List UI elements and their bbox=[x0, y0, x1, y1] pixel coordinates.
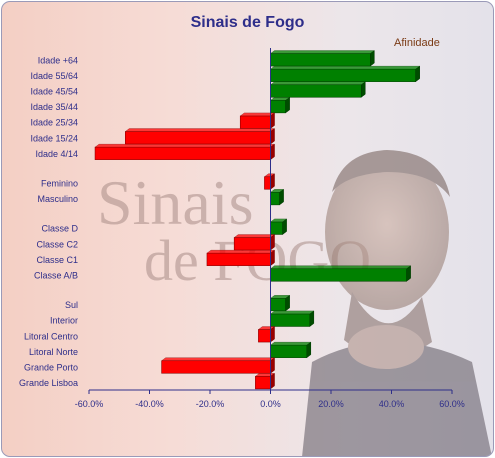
bar-top-idade-15-24 bbox=[124, 128, 276, 132]
bar-classe-d bbox=[270, 221, 283, 235]
bar-side-litoral-norte bbox=[306, 341, 312, 359]
bar-side-idade-35-44 bbox=[285, 96, 290, 114]
category-label-idade-4-14: Idade 4/14 bbox=[35, 149, 78, 159]
bar-top-classe-a-b bbox=[269, 265, 412, 269]
bar-side-idade-55-64 bbox=[415, 65, 420, 83]
category-label-idade-64: Idade +64 bbox=[38, 55, 78, 65]
bar-side-interior bbox=[309, 310, 315, 327]
bar-litoral-centro bbox=[258, 329, 271, 343]
bar-side-idade-25-34 bbox=[270, 112, 275, 129]
category-label-litoral-norte: Litoral Norte bbox=[29, 347, 78, 357]
bar-masculino bbox=[270, 192, 280, 206]
bar-top-interior bbox=[269, 310, 315, 315]
category-label-idade-35-44: Idade 35/44 bbox=[30, 102, 78, 112]
x-tick-label: 60.0% bbox=[439, 399, 465, 409]
x-tick-label: 0.0% bbox=[260, 399, 281, 409]
background-man-silhouette bbox=[302, 150, 492, 456]
bar-litoral-norte bbox=[270, 344, 308, 358]
bar-top-idade-55-64 bbox=[269, 65, 421, 70]
bar-side-classe-d bbox=[282, 218, 287, 235]
category-label-litoral-centro: Litoral Centro bbox=[24, 331, 78, 341]
chart-title: Sinais de Fogo bbox=[190, 14, 305, 31]
bar-side-litoral-centro bbox=[270, 326, 275, 343]
bar-side-classe-c2 bbox=[270, 234, 275, 251]
bar-side-classe-c1 bbox=[270, 249, 275, 267]
category-label-classe-c1: Classe C1 bbox=[36, 255, 78, 265]
x-tick-label: -40.0% bbox=[135, 399, 164, 409]
bar-top-litoral-norte bbox=[269, 341, 312, 346]
bar-idade-55-64 bbox=[270, 68, 416, 82]
bar-top-idade-25-34 bbox=[239, 112, 276, 117]
category-label-masculino: Masculino bbox=[37, 194, 78, 204]
category-label-classe-d: Classe D bbox=[41, 224, 78, 234]
bar-side-idade-4-14 bbox=[270, 143, 275, 161]
x-tick-label: 20.0% bbox=[318, 399, 344, 409]
category-label-grande-porto: Grande Porto bbox=[24, 363, 78, 373]
x-tick-label: -60.0% bbox=[75, 399, 104, 409]
bar-side-idade-45-54 bbox=[361, 81, 366, 98]
bar-idade-64 bbox=[270, 53, 371, 67]
bar-idade-35-44 bbox=[270, 100, 286, 114]
bar-idade-45-54 bbox=[270, 84, 362, 98]
bar-side-idade-64 bbox=[370, 50, 375, 67]
bar-grande-lisboa bbox=[255, 376, 271, 390]
bar-side-masculino bbox=[279, 188, 284, 206]
bar-feminino bbox=[264, 176, 271, 190]
category-label-idade-15-24: Idade 15/24 bbox=[30, 133, 78, 143]
bar-top-classe-c2 bbox=[233, 234, 276, 238]
bar-interior bbox=[270, 313, 311, 327]
bar-top-idade-4-14 bbox=[94, 143, 276, 148]
bar-top-grande-porto bbox=[160, 357, 276, 361]
bar-top-idade-45-54 bbox=[269, 81, 366, 85]
x-tick-label: 40.0% bbox=[379, 399, 405, 409]
bar-side-sul bbox=[285, 294, 290, 312]
category-label-classe-a-b: Classe A/B bbox=[34, 271, 78, 281]
category-label-idade-45-54: Idade 45/54 bbox=[30, 87, 78, 97]
bar-idade-25-34 bbox=[239, 115, 271, 129]
category-label-feminino: Feminino bbox=[41, 179, 78, 189]
bar-side-grande-lisboa bbox=[270, 372, 275, 390]
bar-top-idade-64 bbox=[269, 50, 376, 54]
bar-side-classe-a-b bbox=[406, 265, 411, 282]
category-label-interior: Interior bbox=[50, 316, 78, 326]
bar-classe-a-b bbox=[270, 268, 407, 282]
legend-series-label: Afinidade bbox=[394, 37, 440, 49]
bar-idade-15-24 bbox=[125, 131, 271, 145]
bar-side-idade-15-24 bbox=[270, 128, 275, 145]
category-label-sul: Sul bbox=[65, 300, 78, 310]
bar-side-grande-porto bbox=[270, 357, 275, 374]
background-logo-sinais: Sinais bbox=[97, 167, 253, 238]
bar-classe-c2 bbox=[233, 237, 271, 251]
category-label-grande-lisboa: Grande Lisboa bbox=[19, 378, 78, 388]
bar-idade-4-14 bbox=[94, 146, 271, 160]
bar-sul bbox=[270, 298, 286, 312]
bar-side-feminino bbox=[270, 173, 275, 190]
category-label-idade-25-34: Idade 25/34 bbox=[30, 118, 78, 128]
bar-classe-c1 bbox=[206, 252, 271, 266]
bar-top-classe-c1 bbox=[206, 249, 276, 254]
x-tick-label: -20.0% bbox=[196, 399, 225, 409]
category-label-idade-55-64: Idade 55/64 bbox=[30, 71, 78, 81]
bar-grande-porto bbox=[161, 360, 271, 374]
category-label-classe-c2: Classe C2 bbox=[36, 239, 78, 249]
